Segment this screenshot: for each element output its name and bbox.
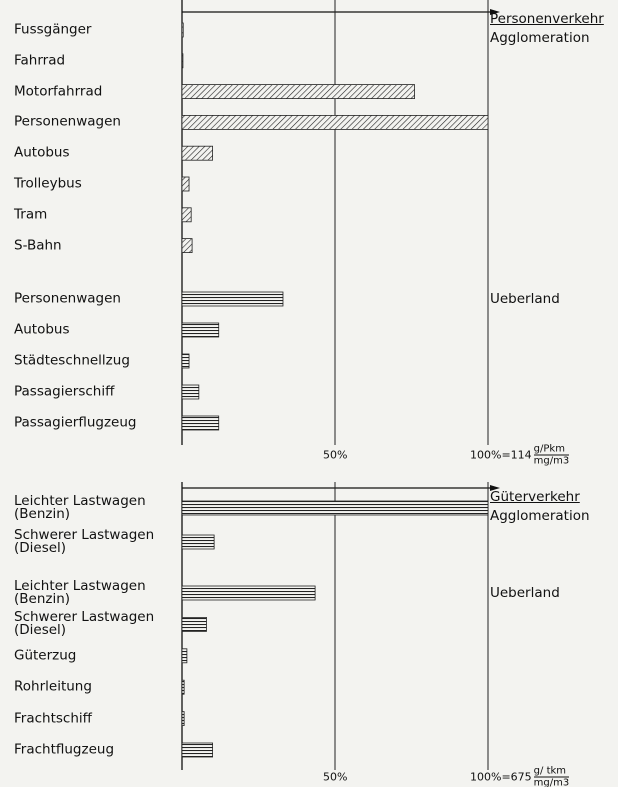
bar xyxy=(181,238,193,254)
group-label: Ueberland xyxy=(490,291,560,307)
bar xyxy=(181,617,207,632)
category-label: Passagierschiff xyxy=(14,383,115,400)
unit: g/ tkm mg/m3 xyxy=(533,766,570,787)
bar xyxy=(181,585,316,601)
category-label: Rohrleitung xyxy=(14,678,92,695)
unit-numerator: g/Pkm xyxy=(533,444,570,456)
bar xyxy=(181,534,215,550)
category-label: S-Bahn xyxy=(14,237,62,254)
category-label: Schwerer Lastwagen (Diesel) xyxy=(14,527,155,556)
group-label: Agglomeration xyxy=(490,508,590,524)
category-label: Leichter Lastwagen (Benzin) xyxy=(14,578,146,607)
category-label: Autobus xyxy=(14,144,70,161)
bar xyxy=(181,500,489,516)
chart-title: Güterverkehr xyxy=(490,489,580,505)
x-tick-label: 100%=114 g/Pkm mg/m3 xyxy=(470,444,570,467)
bar xyxy=(181,742,214,758)
x-tick-label: 50% xyxy=(323,449,347,462)
unit-numerator: g/ tkm xyxy=(533,766,570,778)
category-label: Trolleybus xyxy=(14,175,82,192)
bar xyxy=(181,207,192,223)
bar xyxy=(181,84,415,99)
unit-denominator: mg/m3 xyxy=(533,777,570,787)
category-label: Schwerer Lastwagen (Diesel) xyxy=(14,609,155,639)
category-label: Autobus xyxy=(14,321,70,338)
group-label: Agglomeration xyxy=(490,30,590,46)
category-label: Fussgänger xyxy=(14,21,92,38)
category-label: Leichter Lastwagen (Benzin) xyxy=(14,493,146,522)
arrow-head xyxy=(490,9,500,15)
bar xyxy=(181,291,284,307)
bar xyxy=(181,648,188,664)
unit: g/Pkm mg/m3 xyxy=(533,444,570,467)
category-label: Personenwagen xyxy=(14,113,121,130)
unit-denominator: mg/m3 xyxy=(533,455,570,467)
category-label: Tram xyxy=(14,206,48,223)
category-label: Frachtflugzeug xyxy=(14,741,115,758)
x-tick-label: 50% xyxy=(323,771,347,784)
tick-text: 50% xyxy=(323,770,348,784)
bar xyxy=(181,384,200,400)
bar xyxy=(181,353,190,369)
tick-text: 100%=675 xyxy=(470,770,532,784)
bar xyxy=(181,176,190,192)
arrow-head xyxy=(490,485,500,491)
category-label: Fahrrad xyxy=(14,52,66,69)
category-label: Städteschnellzug xyxy=(14,352,130,369)
category-label: Passagierflugzeug xyxy=(14,414,137,431)
category-label: Güterzug xyxy=(14,647,77,664)
x-tick-label: 100%=675 g/ tkm mg/m3 xyxy=(470,766,570,787)
chart-title: Personenverkehr xyxy=(490,11,604,27)
bar xyxy=(181,115,489,130)
bar xyxy=(181,679,185,695)
bar xyxy=(181,145,214,161)
tick-text: 50% xyxy=(323,448,348,462)
bar xyxy=(181,22,184,38)
category-label: Personenwagen xyxy=(14,290,121,307)
bar xyxy=(181,711,185,726)
bar xyxy=(181,322,220,338)
bar xyxy=(181,53,184,69)
group-label: Ueberland xyxy=(490,585,560,601)
category-label: Motorfahrrad xyxy=(14,83,103,100)
bar xyxy=(181,415,220,431)
category-label: Frachtschiff xyxy=(14,710,92,727)
tick-text: 100%=114 xyxy=(470,448,532,462)
